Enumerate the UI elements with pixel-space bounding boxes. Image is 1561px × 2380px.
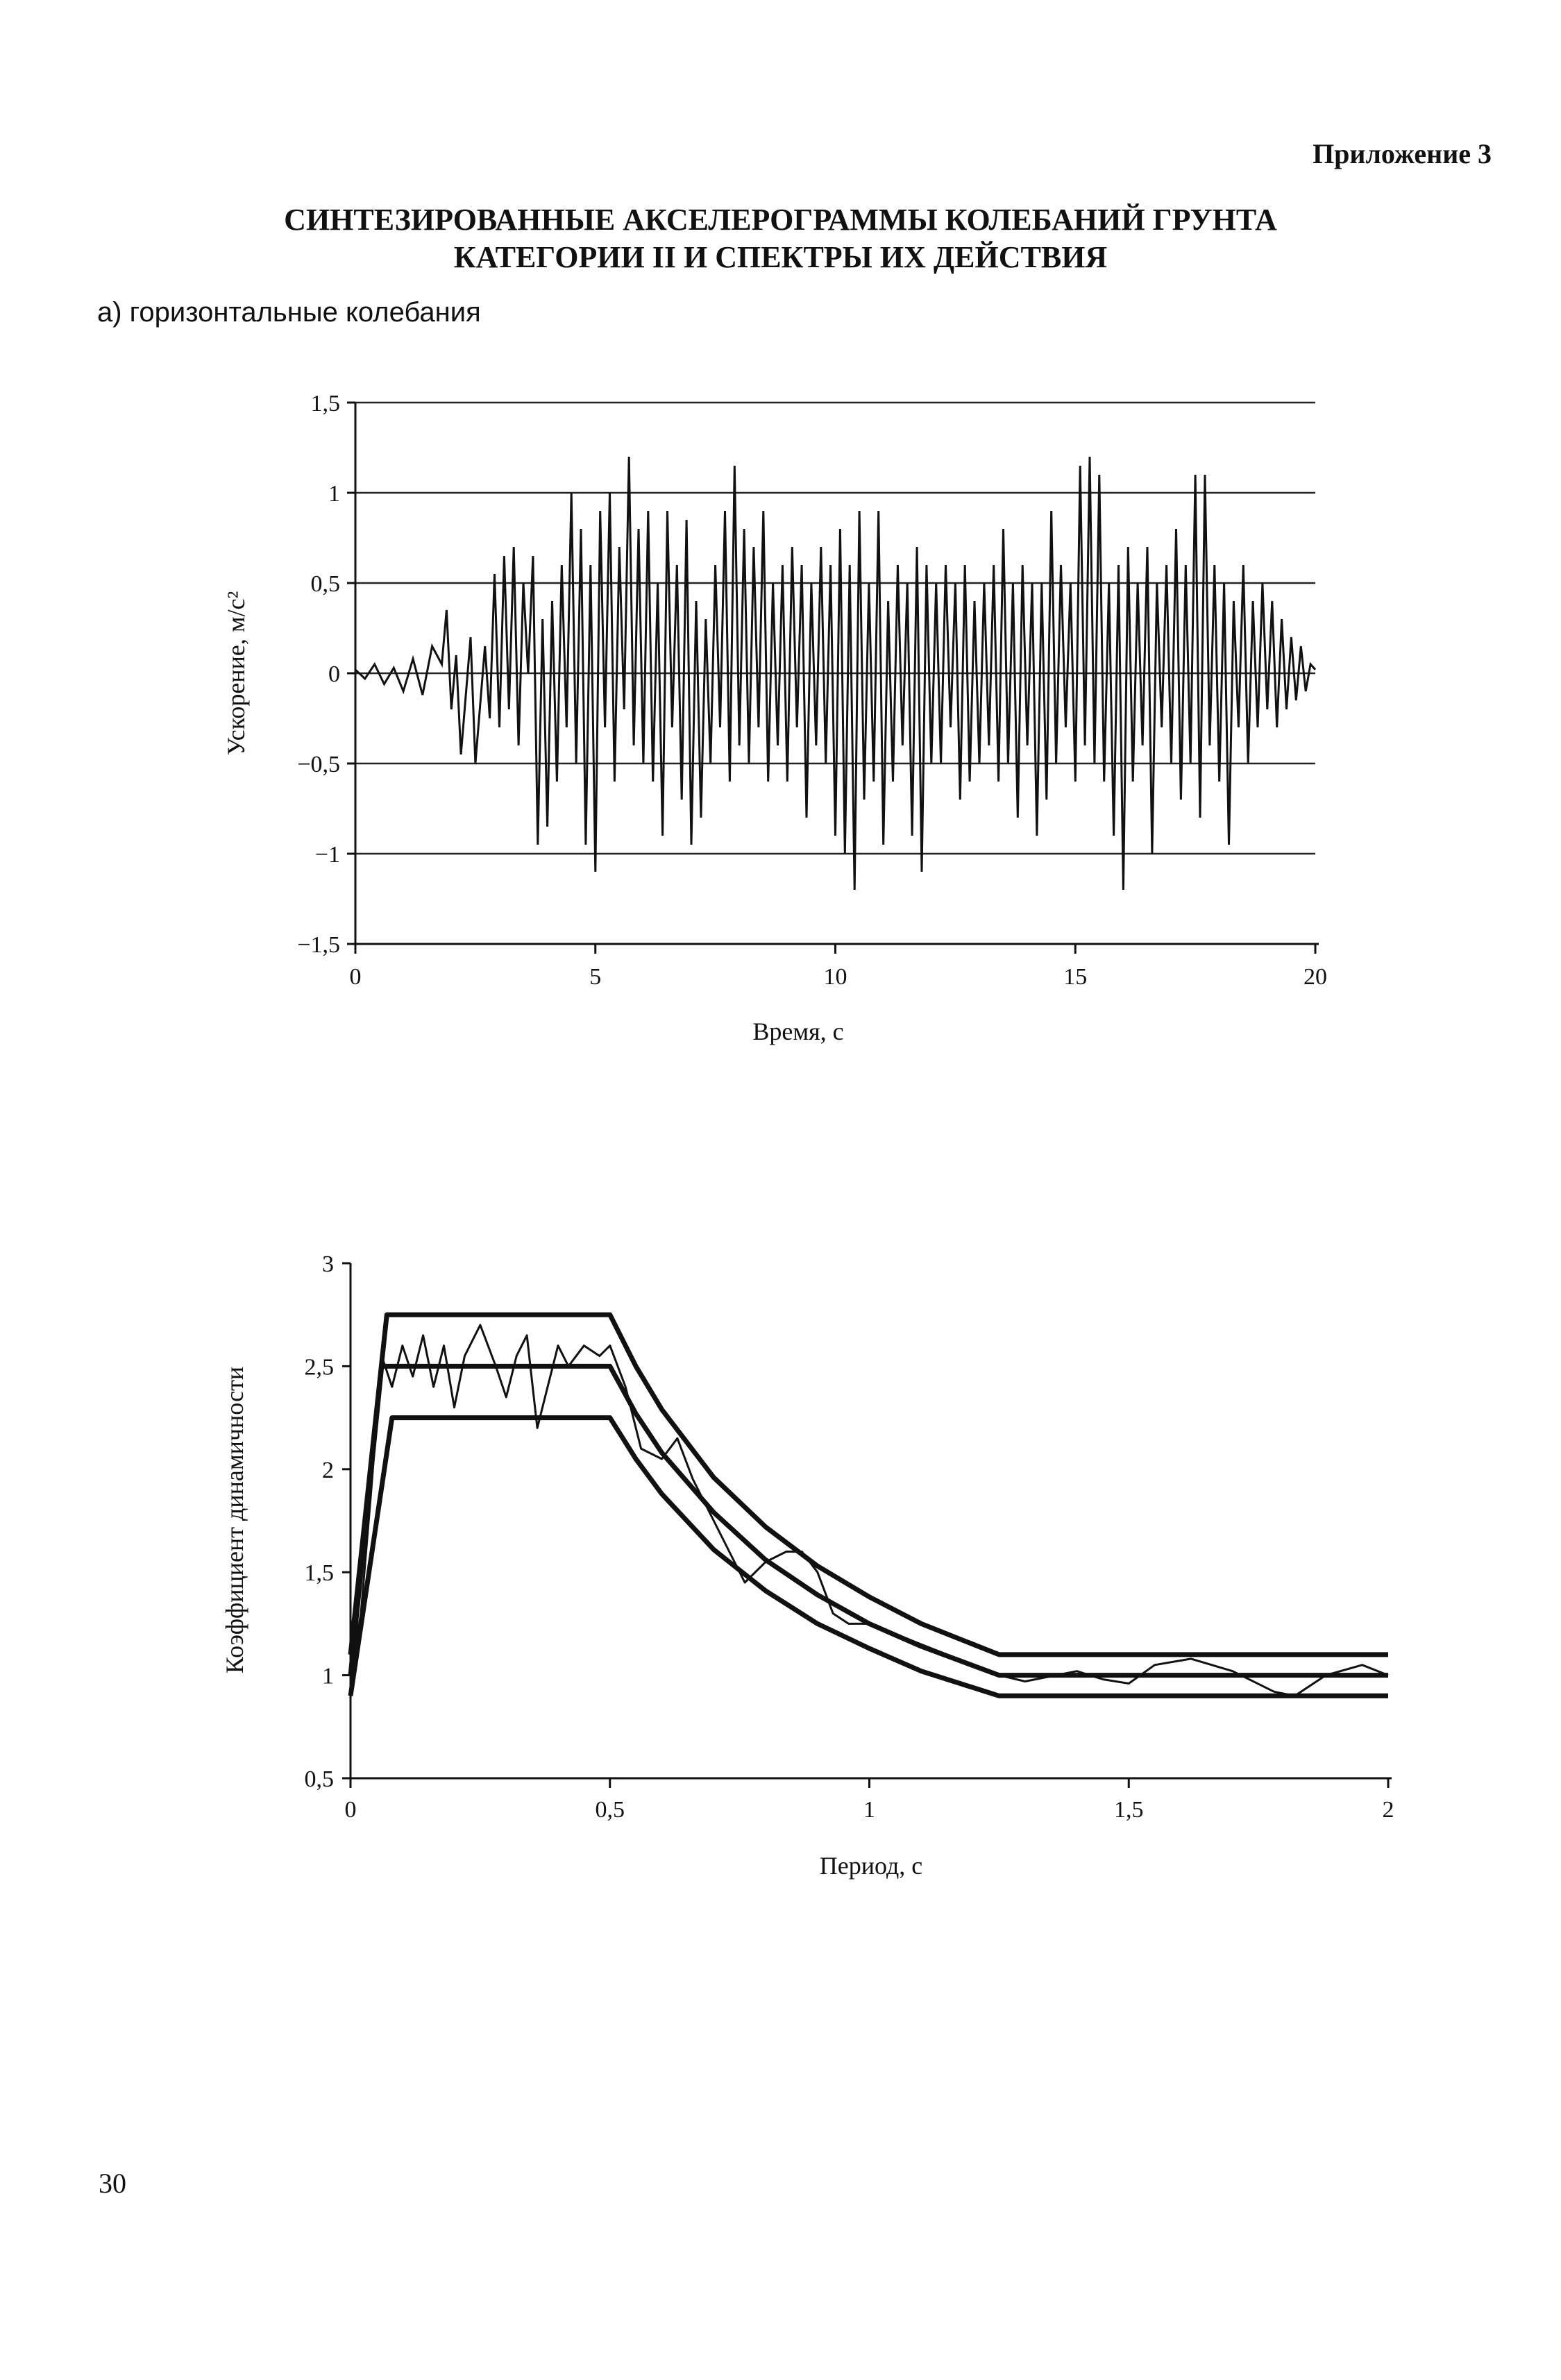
spectrum-x-tick-label: 0,5 <box>596 1797 625 1823</box>
accelerogram-y-ticks: 1,5 1 0,5 0 −0,5 −1 −1,5 <box>297 391 355 958</box>
accelerogram-y-tick-label: 0 <box>328 661 340 687</box>
accelerogram-x-tick-label: 10 <box>824 964 847 990</box>
section-subtitle: а) горизонтальные колебания <box>97 297 481 328</box>
spectrum-y-ticks: 3 2,5 2 1,5 1 0,5 <box>305 1251 351 1792</box>
accelerogram-x-tick-label: 15 <box>1063 964 1087 990</box>
accelerogram-x-tick-label: 20 <box>1303 964 1327 990</box>
accelerogram-chart: 1,5 1 0,5 0 −0,5 −1 −1,5 0 5 10 15 20 Время, с Уск… <box>222 391 1327 1045</box>
spectrum-series-lines <box>348 1312 1389 1698</box>
accelerogram-y-tick-label: −1 <box>315 842 340 868</box>
spectrum-y-tick-label: 2,5 <box>305 1354 335 1380</box>
accelerogram-y-tick-label: 1,5 <box>311 391 341 416</box>
spectrum-x-tick-label: 2 <box>1383 1797 1394 1823</box>
accelerogram-y-title: Ускорение, м/с² <box>222 591 250 756</box>
spectrum-x-ticks: 0 0,5 1 1,5 2 <box>345 1778 1394 1823</box>
spectrum-y-tick-label: 0,5 <box>305 1766 335 1792</box>
spectrum-x-tick-label: 1,5 <box>1114 1797 1144 1823</box>
accelerogram-x-tick-label: 5 <box>589 964 601 990</box>
spectrum-series-line-4 <box>349 1324 1389 1697</box>
spectrum-y-tick-label: 3 <box>322 1251 334 1277</box>
spectrum-x-tick-label: 0 <box>345 1797 357 1823</box>
spectrum-series-line-2 <box>348 1312 1388 1657</box>
page-number: 30 <box>99 2168 126 2199</box>
title-line-1: СИНТЕЗИРОВАННЫЕ АКСЕЛЕРОГРАММЫ КОЛЕБАНИЙ… <box>284 203 1277 237</box>
accelerogram-grid <box>355 401 1315 855</box>
appendix-label: Приложение 3 <box>1313 138 1492 169</box>
spectrum-series-line-1 <box>348 1363 1388 1678</box>
accelerogram-x-tick-label: 0 <box>350 964 362 990</box>
accelerogram-y-tick-label: 1 <box>328 481 340 507</box>
spectrum-x-tick-label: 1 <box>863 1797 875 1823</box>
accelerogram-series-line <box>354 456 1317 891</box>
accelerogram-x-ticks: 0 5 10 15 20 <box>350 944 1327 990</box>
spectrum-y-tick-label: 2 <box>322 1458 334 1483</box>
spectrum-x-title: Период, с <box>820 1852 923 1880</box>
spectrum-y-tick-label: 1,5 <box>305 1560 335 1586</box>
title-line-2: КАТЕГОРИИ II И СПЕКТРЫ ИХ ДЕЙСТВИЯ <box>453 240 1108 274</box>
spectrum-y-tick-label: 1 <box>322 1664 334 1689</box>
spectrum-chart: 3 2,5 2 1,5 1 0,5 0 0,5 1 1,5 2 Период, с Коэффиц… <box>221 1251 1394 1880</box>
accelerogram-y-tick-label: 0,5 <box>311 571 341 597</box>
accelerogram-y-tick-label: −1,5 <box>297 932 340 958</box>
spectrum-y-title: Коэффициент динамичности <box>221 1367 248 1673</box>
accelerogram-y-tick-label: −0,5 <box>297 752 340 777</box>
page-title: СИНТЕЗИРОВАННЫЕ АКСЕЛЕРОГРАММЫ КОЛЕБАНИЙ… <box>0 201 1561 276</box>
accelerogram-x-title: Время, с <box>752 1018 843 1045</box>
